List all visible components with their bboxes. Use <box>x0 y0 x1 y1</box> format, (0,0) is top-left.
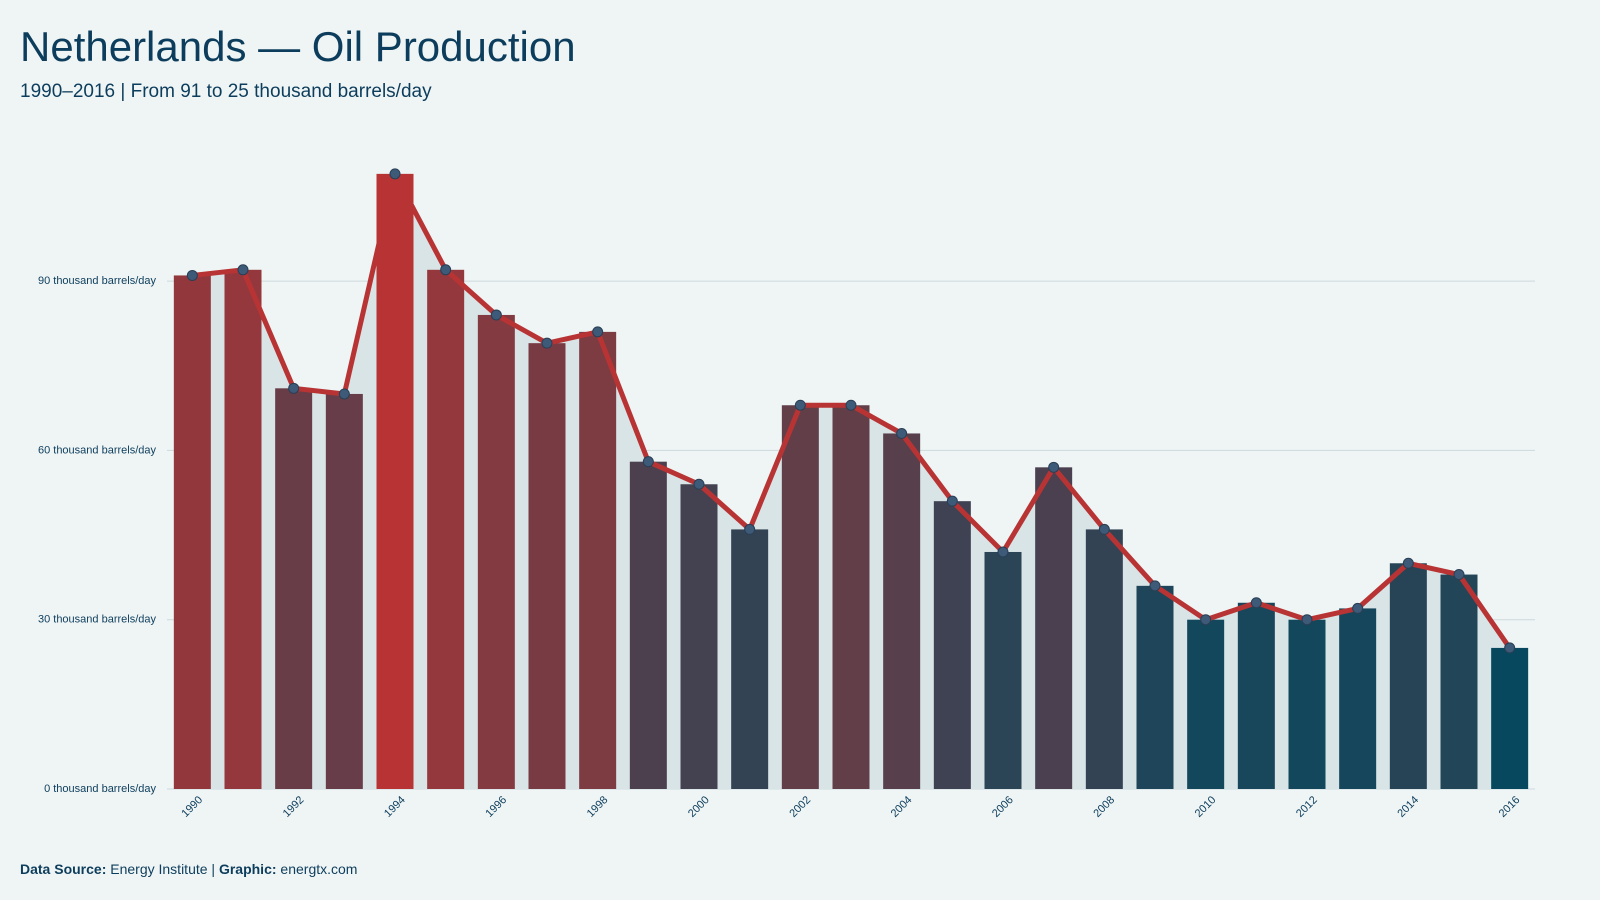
bar <box>1288 619 1326 789</box>
bar <box>832 405 870 789</box>
marker <box>744 523 756 535</box>
y-tick-label: 90 thousand barrels/day <box>38 275 157 287</box>
x-tick-label: 1994 <box>382 794 408 820</box>
bar <box>579 331 617 789</box>
marker <box>1048 461 1060 473</box>
marker <box>896 427 908 439</box>
marker <box>1149 580 1161 592</box>
source-label: Data Source: <box>20 861 106 877</box>
graphic-label: Graphic: <box>219 861 277 877</box>
marker <box>440 264 452 276</box>
marker <box>1352 602 1364 614</box>
marker <box>592 326 604 338</box>
marker <box>237 264 249 276</box>
bar <box>376 173 414 790</box>
bar <box>984 551 1022 789</box>
marker <box>946 495 958 507</box>
graphic: energtx.com <box>280 861 357 877</box>
marker <box>389 168 401 180</box>
chart-title: Netherlands — Oil Production <box>20 23 576 70</box>
x-tick-label: 2008 <box>1091 794 1117 820</box>
bar <box>528 343 566 789</box>
x-tick-label: 1996 <box>483 794 509 820</box>
footer: Data Source: Energy Institute | Graphic:… <box>20 861 357 877</box>
x-tick-label: 2002 <box>787 794 813 820</box>
source: Energy Institute | <box>110 861 215 877</box>
bar <box>427 269 465 789</box>
bar <box>629 461 667 789</box>
x-tick-label: 1998 <box>585 794 611 820</box>
bar <box>1085 529 1123 789</box>
bar <box>173 275 211 789</box>
marker <box>642 456 654 468</box>
bar <box>883 433 921 789</box>
bar <box>781 405 819 789</box>
x-tick-label: 2014 <box>1395 794 1421 820</box>
x-tick-label: 2016 <box>1497 794 1523 820</box>
x-tick-label: 2010 <box>1193 794 1219 820</box>
bar <box>224 269 262 789</box>
marker <box>1453 569 1465 581</box>
y-tick-label: 60 thousand barrels/day <box>38 444 157 456</box>
marker <box>1200 614 1212 626</box>
chart-subtitle: 1990–2016 | From 91 to 25 thousand barre… <box>20 81 432 102</box>
x-tick-label: 2000 <box>686 794 712 820</box>
bar <box>680 484 718 789</box>
marker <box>693 478 705 490</box>
marker <box>288 382 300 394</box>
bar <box>1237 602 1275 789</box>
y-tick-label: 0 thousand barrels/day <box>44 783 156 795</box>
x-tick-label: 1992 <box>281 794 307 820</box>
bar <box>1035 467 1073 789</box>
marker <box>338 388 350 400</box>
marker <box>1402 557 1414 569</box>
x-tick-label: 2012 <box>1294 794 1320 820</box>
marker <box>1504 642 1516 654</box>
bar <box>731 529 769 789</box>
bar <box>325 393 363 789</box>
bar <box>1187 619 1225 789</box>
x-tick-label: 2006 <box>990 794 1016 820</box>
marker <box>794 399 806 411</box>
marker <box>186 269 198 281</box>
marker <box>490 309 502 321</box>
marker <box>845 399 857 411</box>
marker <box>1250 597 1262 609</box>
bar <box>1491 647 1529 789</box>
marker <box>997 546 1009 558</box>
bar <box>1136 585 1174 789</box>
y-tick-label: 30 thousand barrels/day <box>38 614 157 626</box>
bar <box>1339 608 1377 789</box>
bar <box>275 388 313 789</box>
bar <box>1440 574 1478 789</box>
bar <box>933 501 971 789</box>
marker <box>1301 614 1313 626</box>
bar <box>477 314 515 789</box>
bar <box>1389 563 1427 789</box>
marker <box>541 337 553 349</box>
marker <box>1098 523 1110 535</box>
x-tick-label: 2004 <box>889 794 915 820</box>
x-tick-label: 1990 <box>179 794 205 820</box>
